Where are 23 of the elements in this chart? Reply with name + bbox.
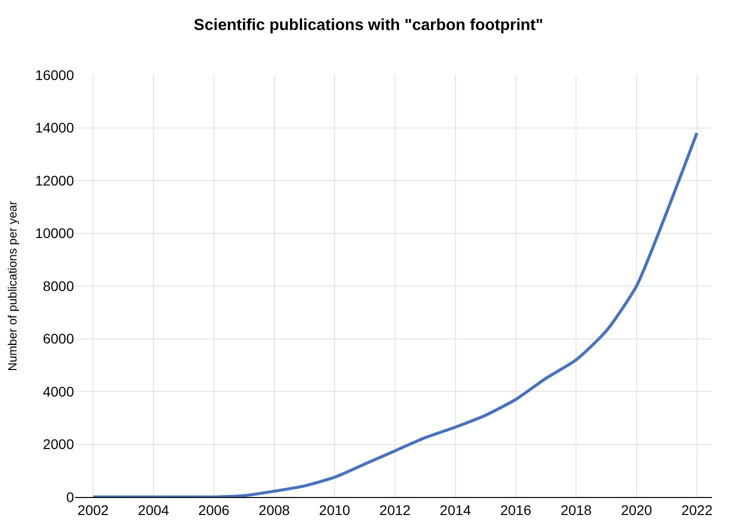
y-tick-label: 2000 — [42, 436, 74, 452]
x-tick-label: 2006 — [198, 502, 230, 518]
x-tick-label: 2012 — [379, 502, 411, 518]
y-tick-label: 16000 — [35, 66, 74, 83]
x-tick-label: 2020 — [620, 502, 652, 518]
x-tick-label: 2008 — [258, 502, 290, 518]
x-tick-label: 2010 — [319, 502, 350, 518]
line-series — [92, 132, 698, 497]
y-tick-label: 14000 — [35, 120, 74, 136]
x-tick-label: 2022 — [681, 502, 713, 518]
y-tick-label: 0 — [66, 488, 74, 505]
x-tick-label: 2002 — [78, 502, 109, 518]
y-tick-label: 6000 — [42, 330, 74, 347]
x-tick-label: 2018 — [560, 502, 592, 518]
y-tick-label: 10000 — [35, 225, 74, 242]
y-tick-label: 4000 — [42, 383, 74, 400]
y-tick-label: 12000 — [35, 172, 74, 188]
chart-title: Scientific publications with "carbon footprint" — [194, 16, 544, 34]
y-tick-label: 8000 — [42, 278, 74, 294]
y-axis-title: Number of publications per year — [5, 200, 20, 372]
x-tick-label: 2014 — [440, 502, 472, 518]
x-tick-label: 2016 — [500, 502, 532, 518]
x-tick-label: 2004 — [138, 502, 170, 518]
